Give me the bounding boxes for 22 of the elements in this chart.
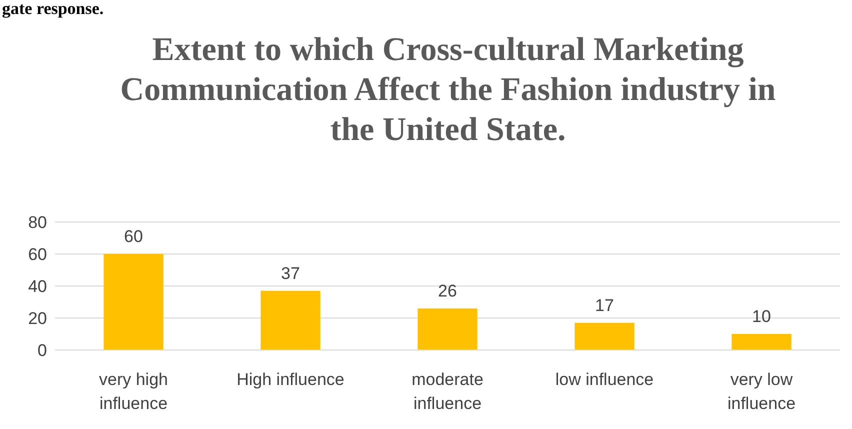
data-label: 26 [438, 281, 457, 300]
data-label: 37 [281, 264, 300, 283]
data-label: 10 [752, 307, 771, 326]
bar [260, 290, 320, 350]
chart-title: Extent to which Cross-cultural Marketing Communication Affect the Fashion industry in the United State. [120, 32, 776, 148]
y-tick-label: 80 [28, 213, 47, 232]
y-tick-label: 20 [28, 309, 47, 328]
data-label: 60 [124, 227, 143, 246]
bar [104, 254, 164, 350]
x-tick-label: very low influence [727, 370, 796, 413]
x-tick-label: High influence [236, 370, 344, 389]
x-tick-label: moderate influence [412, 370, 484, 413]
x-tick-label: very high influence [99, 370, 168, 413]
bar [574, 322, 634, 350]
bar [732, 334, 792, 350]
x-tick-label: low influence [555, 370, 654, 389]
y-tick-label: 40 [28, 277, 47, 296]
bar [418, 308, 478, 350]
data-label: 17 [595, 296, 614, 315]
text: gate response. [2, 0, 104, 18]
y-tick-label: 0 [38, 341, 47, 360]
y-tick-label: 60 [28, 245, 47, 264]
